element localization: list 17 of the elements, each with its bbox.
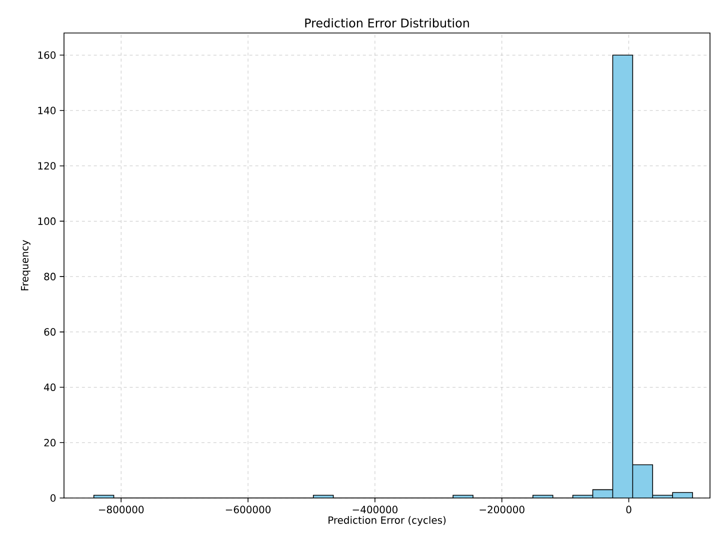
y-axis-title: Frequency — [21, 240, 30, 290]
y-tick-label: 80 — [44, 272, 56, 280]
y-tick-label: 0 — [50, 494, 56, 502]
x-tick-label: 0 — [626, 506, 632, 514]
chart-title: Prediction Error Distribution — [305, 18, 469, 28]
x-axis-title: Prediction Error (cycles) — [328, 516, 446, 526]
y-tick-label: 140 — [38, 106, 56, 114]
x-tick-label: −400000 — [352, 506, 398, 514]
y-tick-label: 60 — [44, 328, 56, 336]
y-tick-label: 120 — [38, 162, 56, 170]
x-tick-label: −200000 — [480, 506, 524, 514]
x-tick-label: −600000 — [226, 506, 271, 514]
y-tick-label: 100 — [38, 217, 56, 225]
y-tick-label: 20 — [44, 438, 56, 446]
y-tick-label: 40 — [44, 384, 56, 392]
y-tick-label: 160 — [38, 51, 56, 59]
x-tick-label: −800000 — [98, 506, 144, 514]
